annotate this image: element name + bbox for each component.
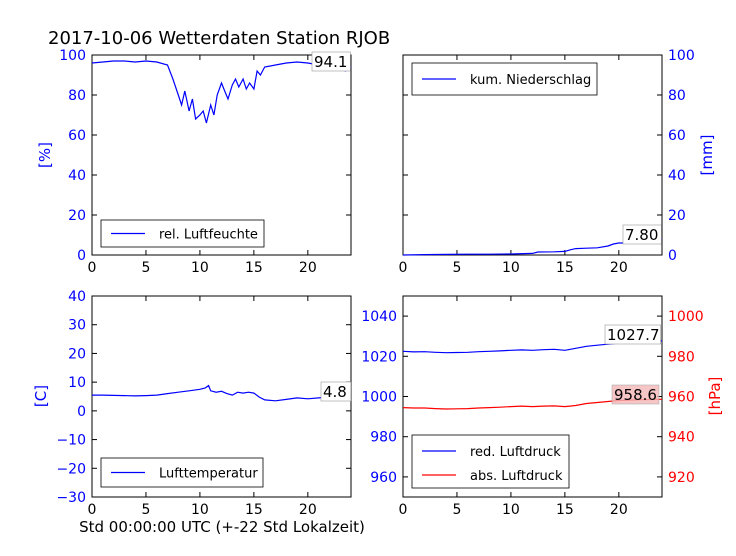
last-value-box [320,381,352,402]
figure-title: 2017-10-06 Wetterdaten Station RJOB [48,28,390,49]
x-tick-label: 10 [191,502,209,518]
y-tick-label: 80 [68,88,86,104]
legend-label: kum. Niederschlag [470,73,591,88]
last-value-box [611,384,660,405]
y-tick-label: 0 [77,404,86,420]
panel-humidity: 0 5 10 15 20 0 20 40 60 80 100 94.1 rel. Luftfeuchte… [36,48,352,276]
x-tick-label: 15 [245,502,263,518]
y-axis-label: [C] [32,385,50,407]
last-value-box [604,324,661,345]
y-tick-label-right: 980 [668,349,695,365]
y-tick-label: 60 [668,128,686,144]
legend-box [411,434,570,489]
y-tick-label: −10 [56,433,86,449]
y-tick-label: −30 [56,490,86,506]
x-tick-label: 0 [88,260,97,276]
last-value-label: 7.80 [625,226,658,244]
x-tick-label: 0 [399,502,408,518]
y-tick-label: 100 [59,48,86,64]
panel-pressure: 0 5 10 15 20 960 980 1000 1020 1040 920 940 960 980 10… [361,295,724,518]
y-tick-label: 960 [370,470,397,486]
y-tick-label: 20 [68,208,86,224]
y-tick-label: 1020 [361,349,397,365]
x-tick-label: 10 [502,502,520,518]
y-tick-label-right: 1000 [668,309,704,325]
legend-label: Lufttemperatur [159,467,258,482]
series-line [91,60,352,124]
y-tick-label-right: 920 [668,470,695,486]
y-tick-label: 20 [68,346,86,362]
figure-xlabel: Std 00:00:00 UTC (+-22 Std Lokalzeit) [79,518,365,536]
y-tick-label: 80 [668,88,686,104]
y-tick-label: 1040 [361,309,397,325]
legend-label: rel. Luftfeuchte [159,228,258,243]
last-value-label: 94.1 [314,53,347,71]
panel-precipitation: 0 5 10 15 20 0 20 40 60 80 100 7.80 kum. Niederschla… [399,48,716,276]
y-tick-label: 100 [668,48,695,64]
x-tick-label: 5 [141,260,150,276]
x-tick-label: 20 [299,502,317,518]
last-value-box [311,51,351,72]
y-tick-label: −20 [56,461,86,477]
y-tick-label: 40 [668,168,686,184]
last-value-box [622,224,662,245]
series-line [92,384,352,402]
y-tick-label: 10 [68,375,86,391]
y-tick-label-right: 940 [668,430,695,446]
last-value-label: 958.6 [614,386,657,404]
y-tick-label: 20 [668,208,686,224]
x-tick-label: 5 [141,502,150,518]
y-tick-label: 60 [68,128,86,144]
y-tick-label: 0 [77,248,86,264]
x-tick-label: 10 [502,260,520,276]
y-axis-label: [%] [36,142,54,168]
y-tick-label: 40 [68,168,86,184]
y-tick-label: 40 [68,289,86,305]
last-value-label: 4.8 [323,383,347,401]
panel-temperature: 0 5 10 15 20 −30 −20 −10 0 10 20 30 40 4.8 Lufttempera… [32,289,352,518]
y-tick-label-right: 960 [668,390,695,406]
y-axis-label: [mm] [698,135,716,176]
x-tick-label: 15 [245,260,263,276]
x-tick-label: 15 [556,502,574,518]
y-tick-label: 1000 [361,390,397,406]
x-tick-label: 20 [610,260,628,276]
x-tick-label: 15 [556,260,574,276]
x-tick-label: 0 [399,260,408,276]
x-tick-label: 10 [191,260,209,276]
y-tick-label: 980 [370,430,397,446]
y-tick-label: 30 [68,318,86,334]
x-tick-label: 0 [88,502,97,518]
y-axis-label-right: [hPa] [706,377,724,416]
legend-label: red. Luftdruck [470,445,561,460]
y-tick-label: 0 [668,248,677,264]
legend-label: abs. Luftdruck [470,469,563,484]
x-tick-label: 20 [299,260,317,276]
last-value-label: 1027.7 [607,326,660,344]
x-tick-label: 20 [610,502,628,518]
x-tick-label: 5 [452,260,461,276]
x-tick-label: 5 [452,502,461,518]
